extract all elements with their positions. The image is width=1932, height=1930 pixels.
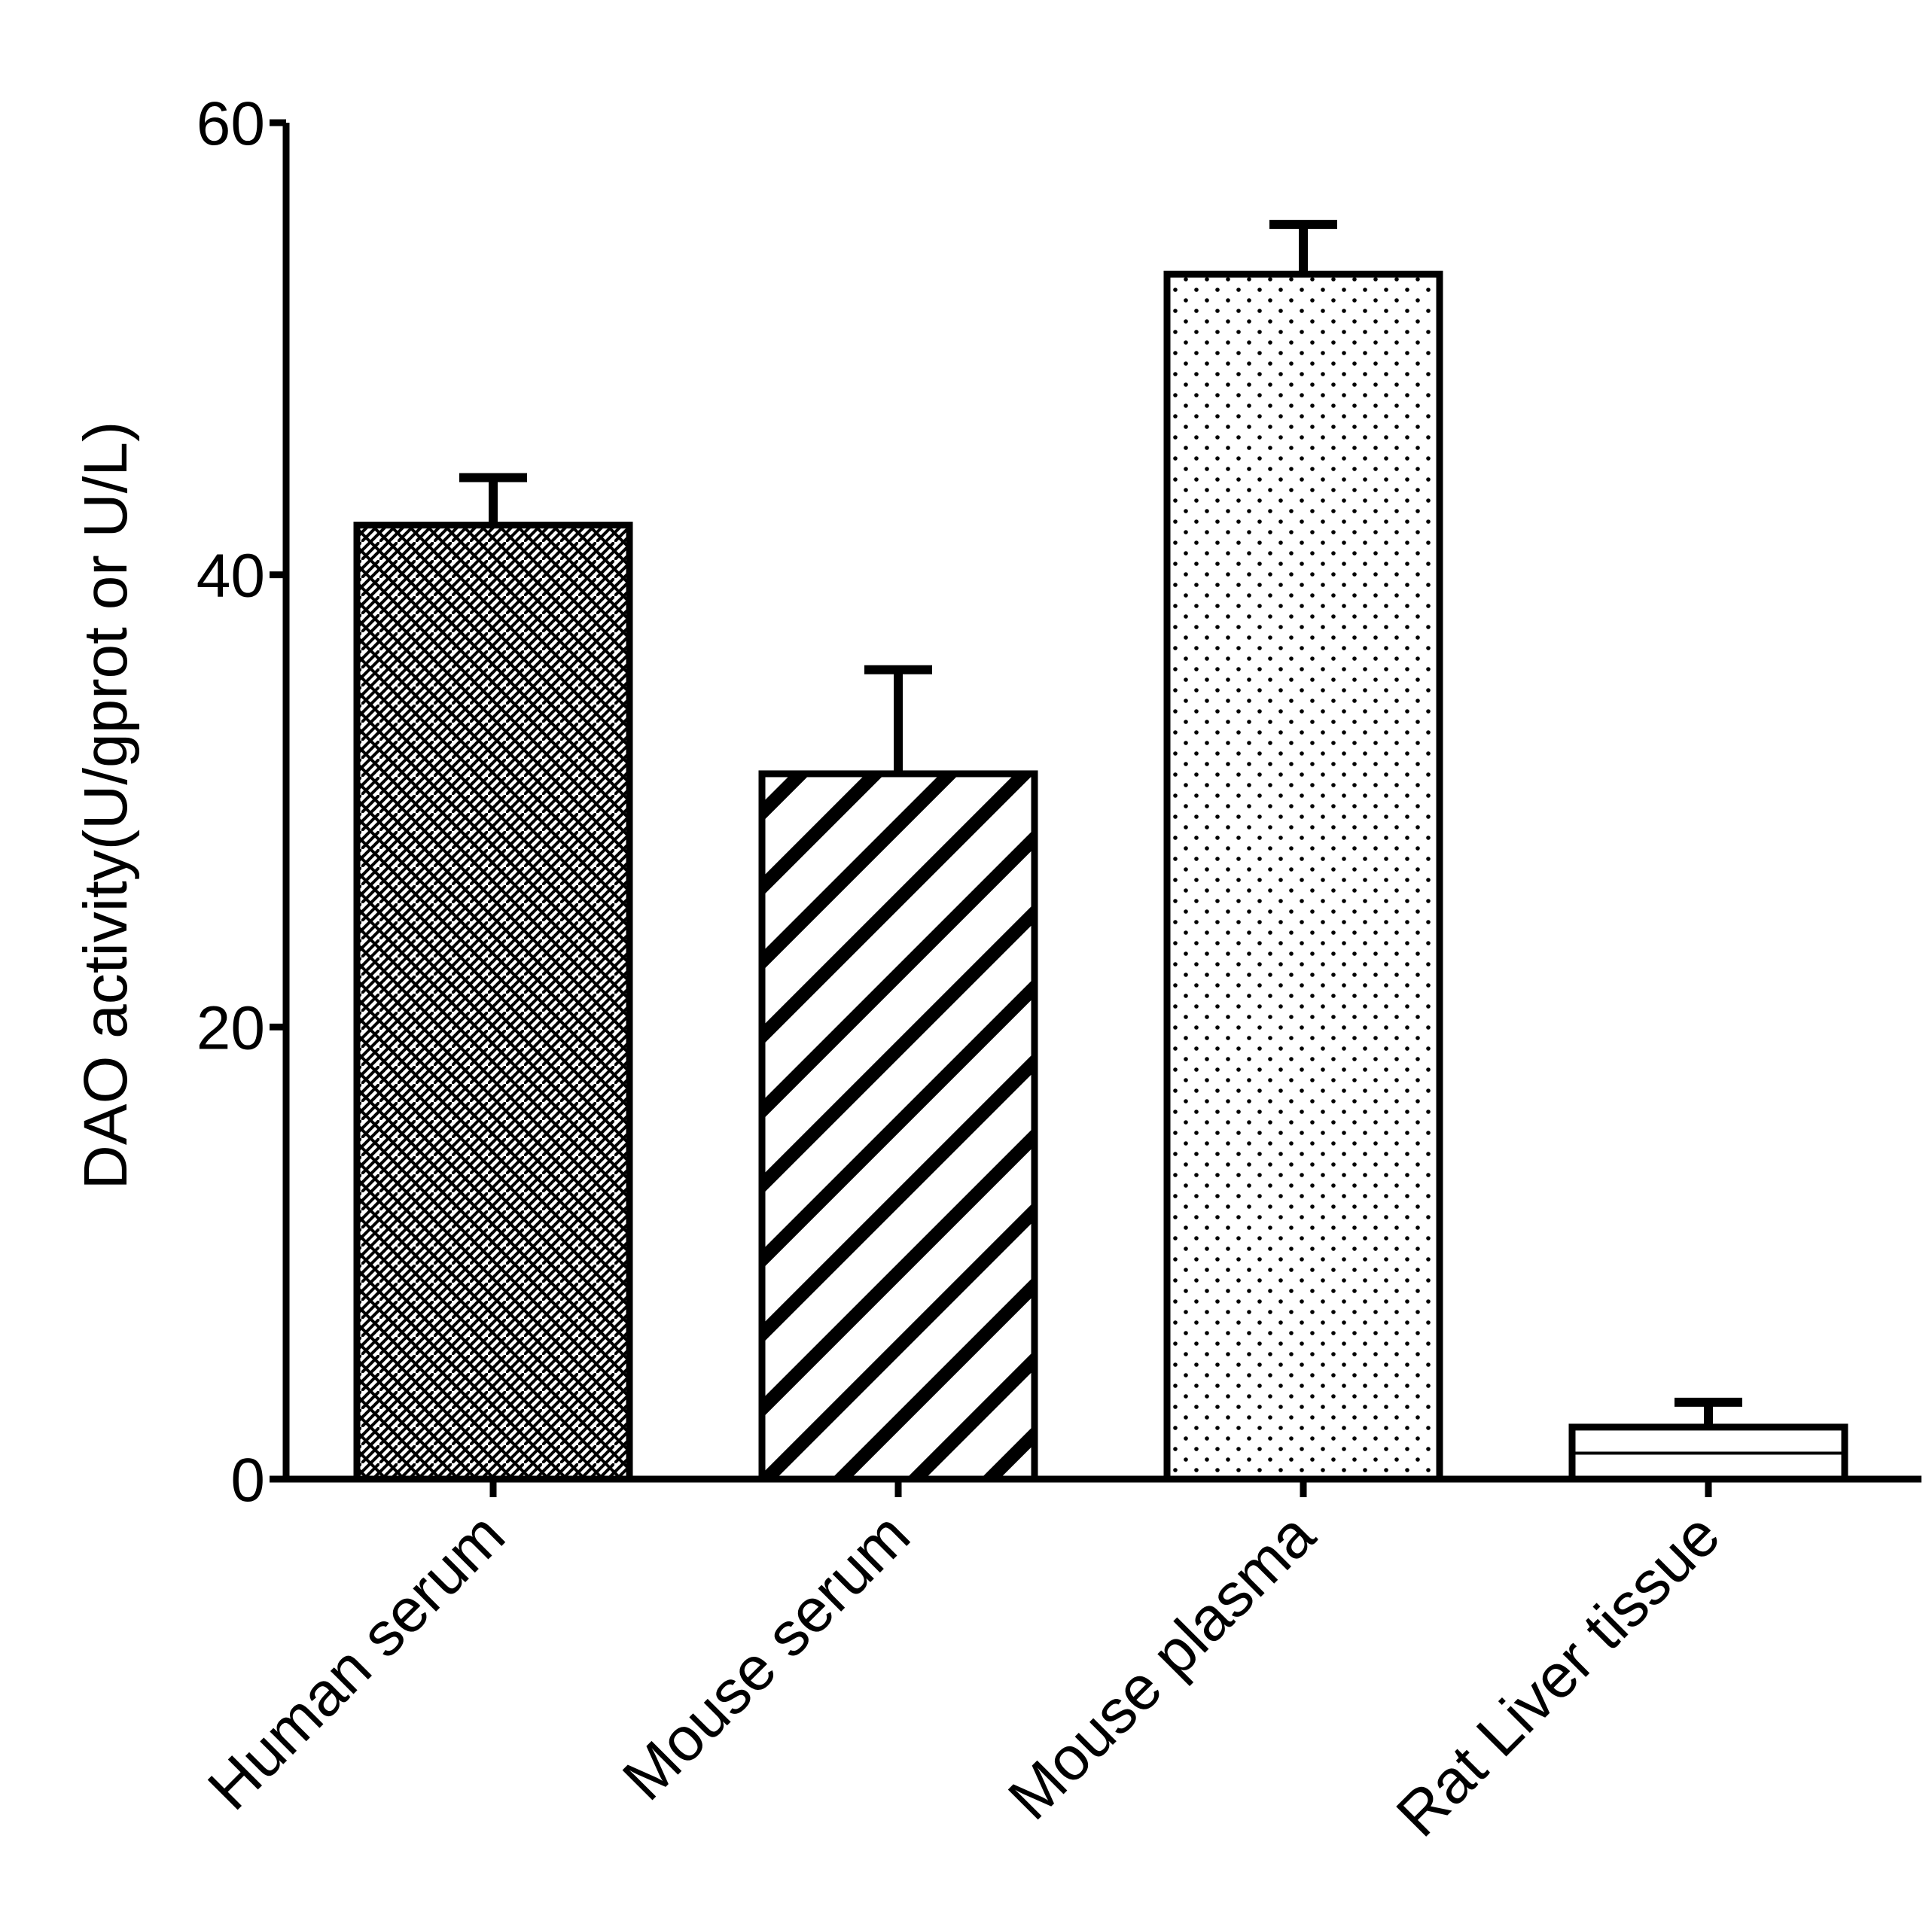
- category-labels-group: Human serum Mouse serum Mouse plasma Rat Li…: [195, 1500, 1732, 1849]
- bar-mouse-serum: [758, 770, 1038, 1483]
- error-bars-group: [459, 220, 1742, 1427]
- y-tick-label: 60: [197, 90, 265, 158]
- bar-human-serum: [353, 522, 633, 1483]
- y-axis-title: DAO activity(U/gprot or U/L): [72, 422, 140, 1190]
- x-tick-label: Rat Liver tissue: [1384, 1500, 1733, 1849]
- y-tick-label: 40: [197, 542, 265, 610]
- x-tick-label: Human serum: [195, 1500, 517, 1822]
- y-tick-label: 0: [230, 1446, 265, 1514]
- x-tick-label: Mouse plasma: [995, 1500, 1328, 1833]
- x-tick-label: Mouse serum: [610, 1500, 923, 1813]
- bars-group: [353, 270, 1848, 1483]
- y-tick-label: 20: [197, 994, 265, 1062]
- y-axis: 0 20 40 60: [197, 90, 290, 1514]
- bar-mouse-plasma: [1163, 270, 1443, 1483]
